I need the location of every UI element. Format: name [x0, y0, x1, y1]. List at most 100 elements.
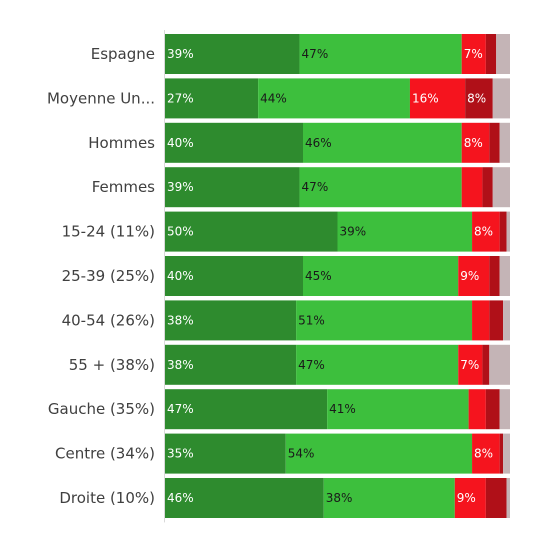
bar-segment: [165, 300, 297, 341]
bar-segment: [461, 167, 483, 208]
bar-segment: [489, 300, 504, 341]
bar-segment: [503, 300, 510, 341]
bar-segment: [299, 167, 462, 208]
bar-segment: [465, 78, 493, 119]
bar-segment: [485, 34, 497, 74]
bar-segment: [303, 256, 459, 296]
bar-segment: [489, 256, 500, 296]
bar-segment: [492, 167, 510, 208]
bar-segment: [409, 78, 466, 119]
data-label: 38%: [167, 313, 194, 327]
data-label: 8%: [474, 225, 493, 239]
data-label: 41%: [329, 402, 356, 416]
category-label: 40-54 (26%): [62, 311, 155, 329]
bar-segment: [485, 478, 507, 518]
category-label: Moyenne Un...: [47, 89, 155, 107]
bar-segment: [165, 78, 259, 119]
bar-segment: [499, 433, 504, 474]
bar-segment: [472, 433, 500, 474]
bar-segment: [165, 34, 300, 74]
category-label: Espagne: [91, 45, 155, 63]
data-label: 40%: [167, 136, 194, 150]
bar-segment: [492, 78, 510, 119]
bar-segment: [496, 34, 510, 74]
bar-segment: [454, 478, 486, 518]
data-label: 46%: [167, 491, 194, 505]
bar-segment: [458, 344, 483, 385]
bar-segment: [165, 344, 297, 385]
bar-segment: [482, 167, 493, 208]
data-label: 47%: [302, 47, 329, 61]
bar-segment: [323, 478, 455, 518]
data-label: 47%: [298, 358, 325, 372]
bar-segment: [468, 389, 486, 430]
bar-segment: [458, 256, 490, 296]
data-label: 7%: [460, 358, 479, 372]
bar-segment: [165, 122, 303, 163]
category-label: 25-39 (25%): [62, 267, 155, 285]
bar-segment: [296, 344, 459, 385]
category-labels: Espagne Moyenne Un... Hommes Femmes 15-24 (1…: [47, 45, 155, 507]
bar-segment: [489, 122, 500, 163]
data-label: 8%: [464, 136, 483, 150]
bar-segment: [461, 122, 490, 163]
bar-segment: [503, 433, 510, 474]
bar-segment: [337, 211, 473, 252]
category-label: Gauche (35%): [48, 400, 155, 418]
category-label: Centre (34%): [55, 445, 155, 463]
bar-segment: [303, 122, 462, 163]
data-label: 44%: [260, 91, 287, 105]
bar-segment: [258, 78, 410, 119]
bar-segment: [285, 433, 473, 474]
bar-segment: [165, 389, 328, 430]
data-label: 47%: [302, 180, 329, 194]
data-label: 16%: [412, 91, 439, 105]
data-label: 47%: [167, 402, 194, 416]
bar-segment: [506, 478, 510, 518]
bar-segment: [506, 211, 510, 252]
data-label: 8%: [474, 447, 493, 461]
segment-labels: 39% 47% 7% 27% 44% 16% 8% 40% 46% 8% 39% 47% 50% 39% 8…: [167, 47, 493, 505]
category-label: 15-24 (11%): [62, 223, 155, 241]
data-label: 27%: [167, 91, 194, 105]
bar-segment: [165, 256, 303, 296]
data-label: 51%: [298, 313, 325, 327]
category-label: Femmes: [92, 178, 155, 196]
bar-segment: [296, 300, 473, 341]
bar-segment: [165, 433, 286, 474]
category-label: Droite (10%): [59, 489, 155, 507]
bar-segment: [299, 34, 462, 74]
data-label: 45%: [305, 269, 332, 283]
bar-segment: [165, 211, 338, 252]
bar-segment: [472, 211, 500, 252]
category-label: Hommes: [88, 134, 155, 152]
data-label: 9%: [457, 491, 476, 505]
data-label: 40%: [167, 269, 194, 283]
category-label: 55 + (38%): [69, 356, 155, 374]
data-label: 35%: [167, 447, 194, 461]
data-label: 54%: [288, 447, 315, 461]
bar-segment: [327, 389, 469, 430]
data-label: 7%: [464, 47, 483, 61]
data-label: 9%: [460, 269, 479, 283]
bar-segment: [165, 478, 324, 518]
data-label: 38%: [326, 491, 353, 505]
data-label: 39%: [340, 225, 367, 239]
data-label: 39%: [167, 47, 194, 61]
bar-segment: [499, 389, 510, 430]
bar-segment: [489, 344, 510, 385]
bar-segment: [485, 389, 500, 430]
data-label: 38%: [167, 358, 194, 372]
data-label: 46%: [305, 136, 332, 150]
bars-layer: [165, 34, 510, 518]
bar-segment: [482, 344, 490, 385]
bar-segment: [165, 167, 300, 208]
data-label: 50%: [167, 225, 194, 239]
bar-segment: [499, 211, 507, 252]
bar-segment: [461, 34, 486, 74]
bar-segment: [472, 300, 490, 341]
data-label: 8%: [467, 91, 486, 105]
data-label: 39%: [167, 180, 194, 194]
bar-segment: [499, 256, 510, 296]
